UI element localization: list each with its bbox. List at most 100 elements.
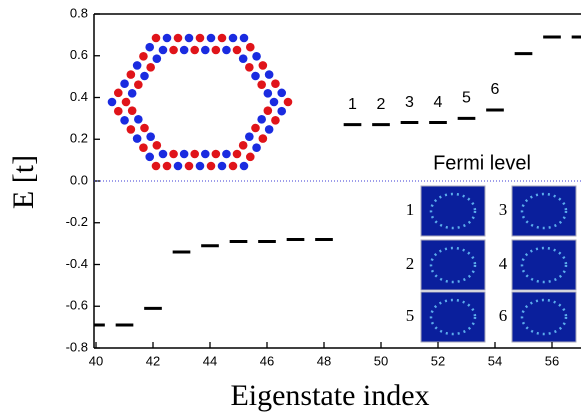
lattice-site (127, 89, 137, 98)
lattice-site (245, 152, 255, 162)
x-tick-label: 54 (488, 353, 502, 368)
state-density (429, 298, 477, 336)
lattice-site (269, 97, 279, 107)
lattice-site (245, 63, 254, 72)
lattice-site (195, 33, 205, 43)
inset-label: 6 (499, 306, 508, 325)
lattice-site (217, 161, 227, 171)
lattice-site (173, 33, 183, 43)
y-axis-label: E [t] (7, 155, 40, 209)
lattice-site (251, 123, 260, 133)
lattice-site (257, 80, 266, 89)
lattice-site (179, 149, 189, 159)
level-label: 2 (377, 96, 386, 113)
lattice-site (251, 71, 260, 81)
lattice-site (195, 161, 205, 171)
lattice-site (162, 33, 172, 43)
y-tick-label: -0.4 (66, 256, 88, 271)
lattice-site (127, 106, 137, 115)
lattice-site (228, 33, 238, 43)
lattice-site (190, 149, 200, 159)
lattice-site (121, 97, 131, 107)
lattice-site (257, 115, 266, 124)
lattice-site (258, 134, 268, 143)
level-label: 1 (348, 96, 357, 113)
lattice-site (139, 143, 148, 153)
lattice-site (283, 97, 293, 107)
lattice-site (162, 161, 172, 171)
inset-label: 4 (499, 254, 508, 273)
lattice-site (263, 89, 273, 98)
lattice-site (132, 134, 142, 143)
lattice-site (158, 149, 168, 159)
inset-label: 3 (499, 200, 508, 219)
level-label: 5 (462, 90, 471, 107)
lattice-site (113, 88, 123, 98)
lattice-site (232, 45, 242, 55)
lattice-site (179, 45, 189, 55)
lattice-site (222, 149, 231, 159)
lattice-site (239, 33, 249, 43)
x-tick-label: 46 (260, 353, 274, 368)
lattice-site (238, 141, 248, 150)
lattice-site (140, 71, 149, 81)
x-tick-label: 52 (431, 353, 445, 368)
lattice-site (139, 51, 148, 61)
lattice-site (152, 141, 162, 150)
x-tick-label: 40 (89, 353, 103, 368)
lattice-site (190, 45, 200, 55)
lattice-site (151, 33, 161, 43)
state-density (429, 192, 477, 230)
lattice-site (120, 79, 129, 89)
lattice-site (132, 61, 142, 70)
lattice-site (258, 61, 268, 70)
inset-label: 2 (406, 254, 415, 273)
y-tick-label: 0.4 (70, 89, 88, 104)
state-density (520, 246, 568, 284)
lattice-site (238, 54, 248, 63)
x-tick-label: 56 (545, 353, 559, 368)
x-tick-label: 42 (146, 353, 160, 368)
fermi-inset: 1 2 3 4 5 6 (406, 185, 577, 343)
lattice-site (158, 45, 168, 55)
y-tick-label: -0.8 (66, 339, 88, 354)
lattice-site (145, 152, 155, 162)
lattice-site (140, 123, 149, 133)
y-tick-label: 0.0 (70, 172, 88, 187)
inset-label: 5 (406, 306, 415, 325)
lattice-site (245, 42, 255, 52)
lattice-site (184, 161, 194, 171)
lattice-site (206, 161, 216, 171)
lattice-site (232, 149, 242, 159)
lattice-site (217, 33, 227, 43)
lattice-site (169, 149, 178, 159)
level-label: 3 (405, 94, 414, 111)
lattice-site (146, 132, 155, 141)
lattice-site (107, 97, 117, 107)
lattice-site (152, 54, 162, 63)
lattice-site (126, 70, 136, 79)
lattice-site (151, 161, 161, 171)
lattice-site (245, 132, 254, 141)
lattice-site (239, 161, 249, 171)
lattice-site (113, 106, 123, 116)
lattice-site (206, 33, 216, 43)
state-density (520, 192, 568, 230)
lattice-inset (107, 33, 293, 171)
y-tick-label: -0.2 (66, 214, 88, 229)
lattice-site (184, 33, 194, 43)
lattice-site (211, 149, 221, 159)
lattice-site (173, 161, 183, 171)
lattice-site (264, 125, 274, 134)
y-tick-label: 0.6 (70, 47, 88, 62)
level-label: 4 (434, 94, 443, 111)
lattice-site (277, 106, 287, 116)
state-density (520, 298, 568, 336)
lattice-site (145, 42, 155, 52)
lattice-site (222, 45, 231, 55)
x-tick-label: 50 (374, 353, 388, 368)
x-tick-label: 48 (317, 353, 331, 368)
x-tick-label: 44 (203, 353, 217, 368)
lattice-site (134, 115, 143, 124)
